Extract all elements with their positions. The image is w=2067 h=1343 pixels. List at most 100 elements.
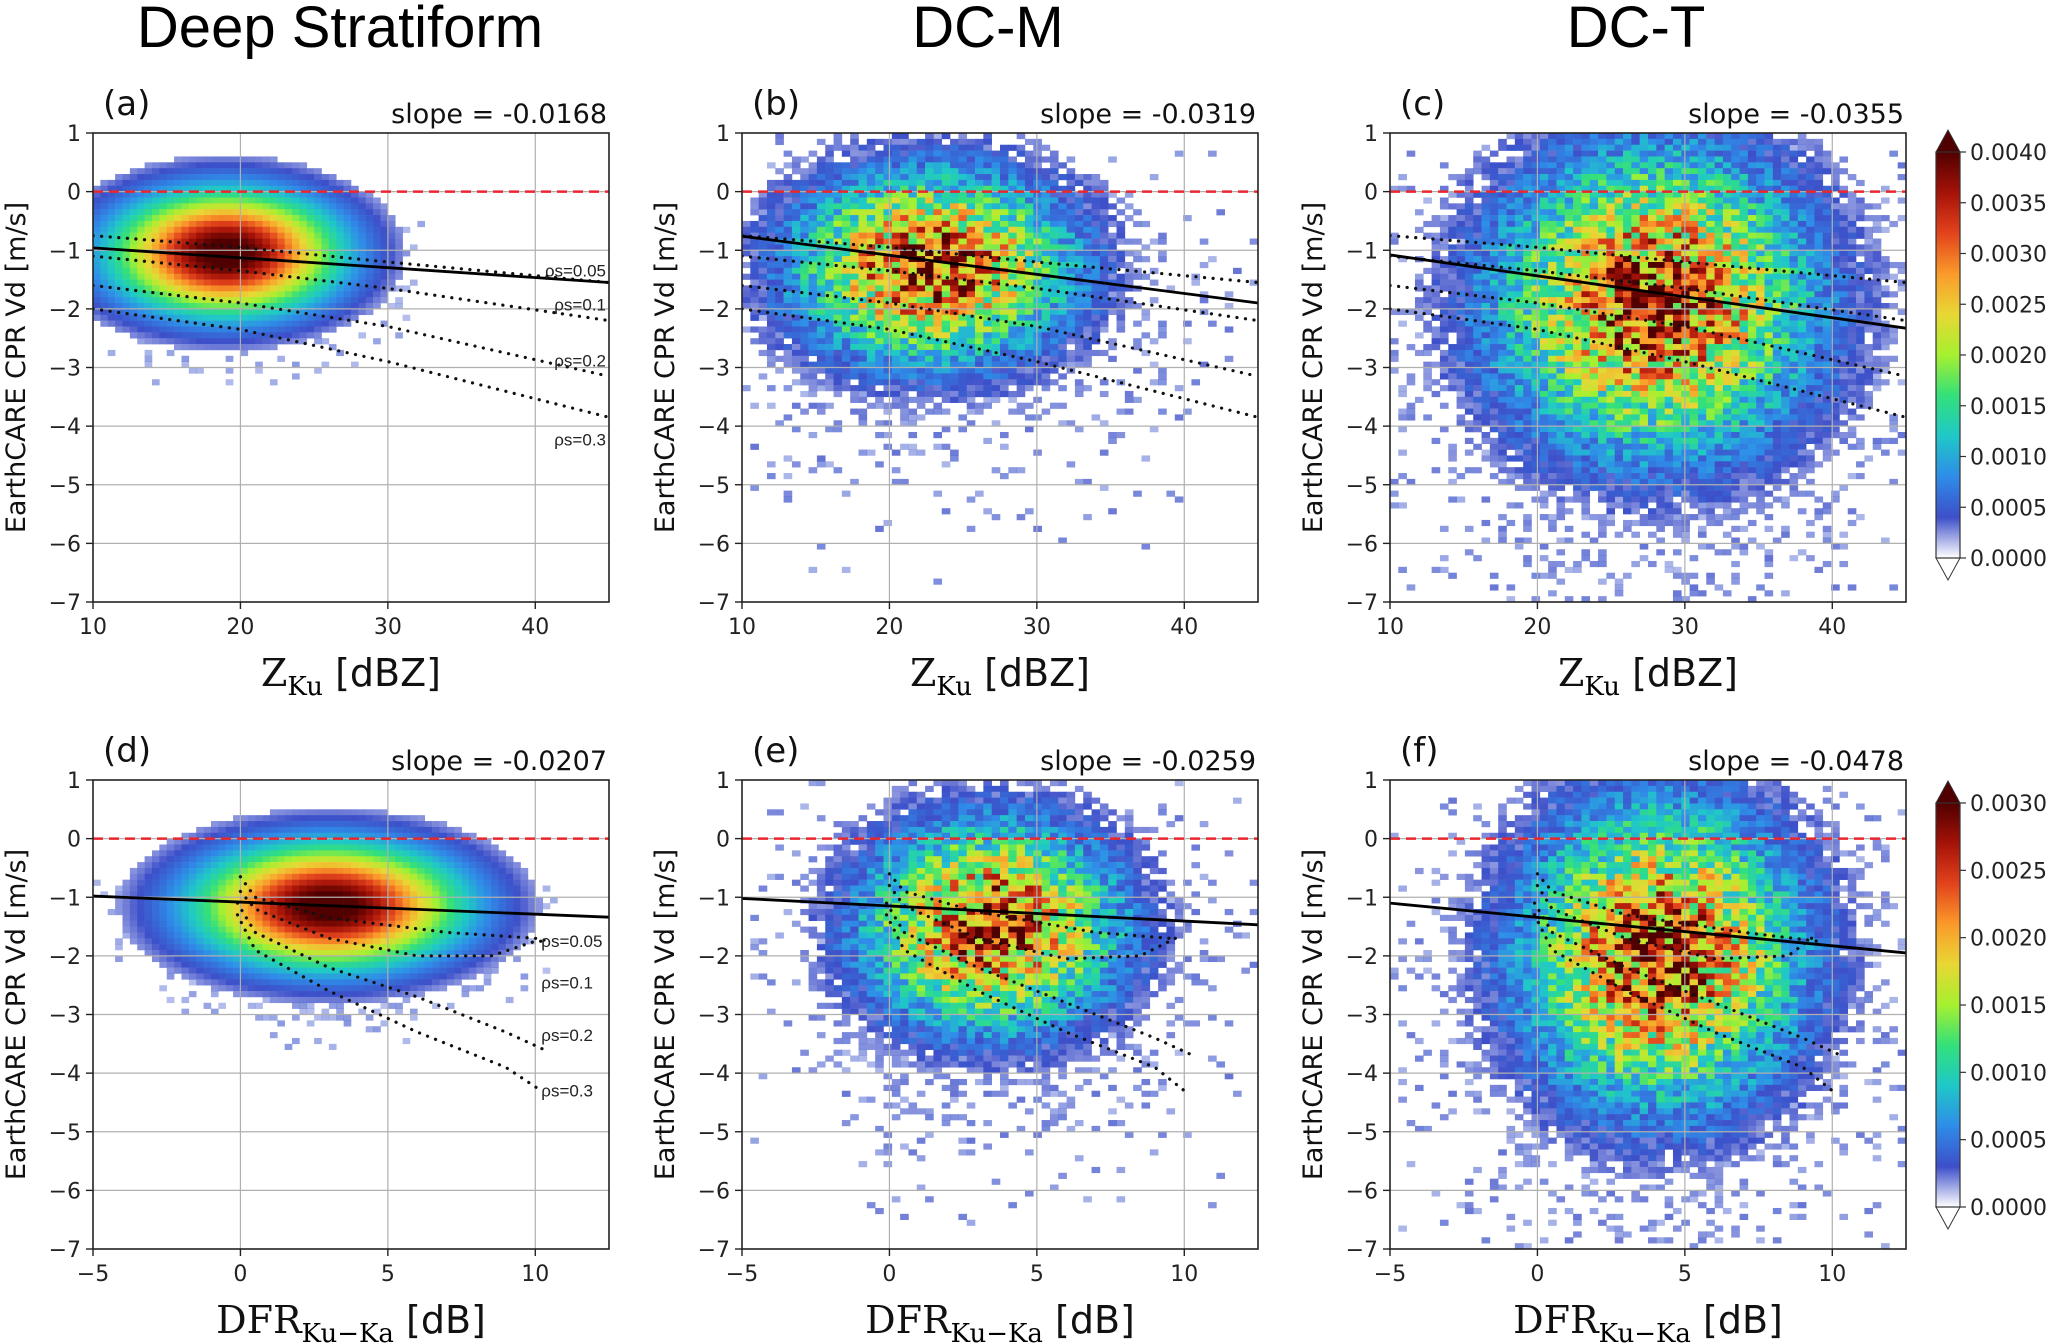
heatmap-bin [1539, 279, 1549, 286]
heatmap-bin [1523, 232, 1532, 239]
heatmap-bin [1108, 431, 1117, 439]
heatmap-bin [1548, 349, 1557, 357]
heatmap-bin [1606, 320, 1616, 327]
heatmap-bin [841, 267, 851, 274]
heatmap-bin [1623, 191, 1632, 198]
heatmap-bin [262, 238, 271, 245]
heatmap-bin [833, 226, 843, 233]
heatmap-bin [1606, 226, 1616, 233]
heatmap-bin [983, 338, 992, 345]
heatmap-bin [1431, 273, 1441, 280]
heatmap-bin [1016, 291, 1026, 298]
heatmap-bin [373, 197, 381, 204]
heatmap-bin [1539, 303, 1549, 310]
heatmap-bin [758, 303, 768, 310]
heatmap-bin [916, 215, 926, 222]
heatmap-bin [1498, 261, 1507, 269]
heatmap-bin [933, 238, 943, 245]
heatmap-bin [908, 396, 918, 403]
heatmap-bin [188, 179, 197, 187]
heatmap-bin [1573, 138, 1582, 146]
heatmap-bin [825, 220, 834, 228]
heatmap-bin [1556, 261, 1566, 269]
heatmap-bin [1531, 314, 1541, 321]
heatmap-bin [983, 238, 992, 245]
heatmap-bin [1548, 156, 1557, 163]
heatmap-bin [1548, 449, 1557, 456]
heatmap-bin [1498, 168, 1507, 175]
heatmap-bin [875, 215, 884, 222]
heatmap-bin [1556, 379, 1566, 386]
heatmap-bin [1614, 502, 1624, 509]
heatmap-bin [1589, 355, 1599, 362]
heatmap-bin [1606, 197, 1616, 204]
heatmap-bin [1083, 361, 1092, 368]
heatmap-bin [1481, 215, 1491, 222]
heatmap-bin [1066, 256, 1076, 263]
heatmap-bin [1581, 203, 1591, 210]
heatmap-bin [255, 279, 263, 286]
heatmap-bin [181, 279, 190, 286]
heatmap-bin [1489, 238, 1499, 245]
heatmap-bin [321, 297, 330, 304]
heatmap-bin [825, 332, 834, 339]
heatmap-bin [262, 303, 271, 310]
heatmap-bin [284, 314, 293, 321]
heatmap-bin [933, 291, 943, 298]
heatmap-bin [908, 174, 918, 181]
heatmap-bin [1506, 455, 1516, 462]
heatmap-bin [766, 285, 776, 292]
heatmap-bin [218, 185, 226, 192]
heatmap-bin [1531, 338, 1541, 345]
heatmap-bin [203, 279, 212, 286]
heatmap-bin [1000, 256, 1009, 263]
heatmap-bin [1631, 209, 1640, 216]
heatmap-bin [975, 232, 984, 239]
heatmap-bin [1623, 226, 1632, 233]
heatmap-bin [292, 238, 300, 245]
heatmap-bin [196, 185, 204, 192]
heatmap-bin [1639, 496, 1649, 503]
heatmap-bin [875, 308, 884, 316]
heatmap-bin [107, 215, 116, 222]
heatmap-bin [1589, 326, 1599, 333]
heatmap-bin [825, 326, 834, 333]
heatmap-bin [188, 267, 197, 274]
heatmap-bin [1539, 232, 1549, 239]
heatmap-bin [783, 332, 793, 339]
heatmap-bin [174, 338, 182, 345]
heatmap-bin [891, 191, 901, 198]
heatmap-bin [1631, 344, 1640, 351]
heatmap-bin [1531, 226, 1541, 233]
heatmap-bin [983, 250, 992, 257]
heatmap-bin [255, 267, 263, 274]
heatmap-bin [129, 203, 138, 210]
heatmap-bin [210, 168, 219, 175]
heatmap-bin [1631, 443, 1640, 450]
heatmap-bin [833, 209, 843, 216]
heatmap-bin [1523, 179, 1532, 187]
heatmap-bin [1514, 332, 1524, 339]
heatmap-bin [1016, 349, 1026, 357]
heatmap-bin [925, 390, 934, 398]
y-tick-label: −6 [698, 532, 730, 557]
heatmap-bin [373, 256, 381, 263]
heatmap-bin [808, 361, 818, 368]
heatmap-bin [1614, 279, 1624, 286]
heatmap-bin [1464, 320, 1474, 327]
heatmap-bin [900, 443, 909, 450]
heatmap-bin [850, 209, 859, 216]
heatmap-bin [306, 232, 315, 239]
heatmap-bin [791, 461, 801, 468]
heatmap-bin [900, 185, 909, 192]
heatmap-bin [1473, 308, 1482, 316]
heatmap-bin [850, 338, 859, 345]
heatmap-bin [1091, 209, 1101, 216]
heatmap-bin [800, 297, 809, 304]
heatmap-bin [908, 267, 918, 274]
heatmap-bin [1523, 408, 1532, 415]
heatmap-bin [983, 355, 992, 362]
heatmap-bin [858, 185, 868, 192]
heatmap-bin [203, 291, 212, 298]
heatmap-bin [941, 238, 951, 245]
